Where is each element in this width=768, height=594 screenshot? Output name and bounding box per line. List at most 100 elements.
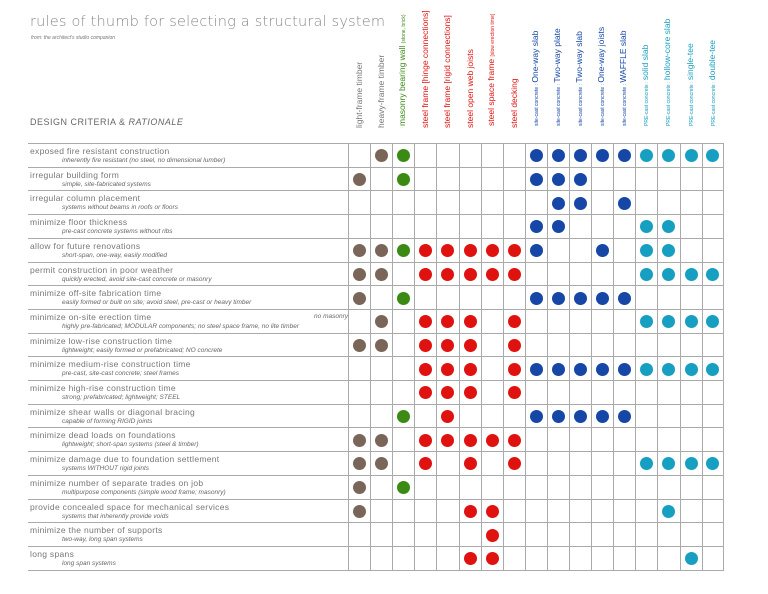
suitability-dot xyxy=(662,362,676,376)
column-header-label: Two-way plate xyxy=(551,28,562,83)
matrix-cell xyxy=(679,309,702,334)
matrix-cell xyxy=(657,238,679,263)
table-row: permit construction in poor weather quick… xyxy=(28,261,724,287)
matrix-cell xyxy=(370,546,392,571)
matrix-cell xyxy=(524,286,547,310)
suitability-dot xyxy=(662,315,676,329)
table-row: irregular building form simple, site-fabr… xyxy=(28,166,724,192)
matrix-cell xyxy=(414,428,436,453)
matrix-cell xyxy=(546,381,569,405)
matrix-cell xyxy=(635,262,657,287)
suitability-dot xyxy=(441,386,455,400)
criterion-aside: no masonry xyxy=(314,312,348,320)
matrix-cell xyxy=(414,144,436,168)
matrix-cell xyxy=(502,523,525,547)
suitability-dot xyxy=(463,433,477,447)
matrix-cell xyxy=(546,523,569,547)
matrix-cell xyxy=(370,523,392,547)
table-row: minimize high-rise construction time stro… xyxy=(28,380,724,405)
matrix-cell xyxy=(502,262,525,287)
matrix-cell xyxy=(502,428,525,453)
matrix-cell xyxy=(414,286,436,310)
matrix-cell xyxy=(635,357,657,381)
suitability-dot xyxy=(353,457,366,471)
matrix-cell xyxy=(613,404,635,429)
matrix-cell xyxy=(569,286,591,310)
matrix-cell xyxy=(524,215,547,239)
matrix-cell xyxy=(701,262,724,287)
matrix-cell xyxy=(348,191,370,216)
suitability-dot xyxy=(551,196,565,210)
matrix-cell xyxy=(524,191,547,216)
suitability-dot xyxy=(463,552,477,566)
matrix-cell xyxy=(701,309,724,334)
matrix-cell xyxy=(591,428,613,453)
suitability-dot xyxy=(662,220,676,234)
matrix-cell xyxy=(679,191,702,216)
matrix-cell xyxy=(436,499,458,524)
suitability-dot xyxy=(353,481,366,495)
suitability-dot xyxy=(507,267,521,281)
suitability-dot xyxy=(684,149,698,163)
matrix-cell xyxy=(613,238,635,263)
matrix-cell xyxy=(635,475,657,500)
matrix-cell xyxy=(348,238,370,263)
matrix-cell xyxy=(569,262,591,287)
column-header-label: WAFFLE slab xyxy=(618,30,629,83)
rationale-text: two-way, long span systems xyxy=(62,536,143,544)
matrix-cell xyxy=(701,238,724,263)
matrix-cell xyxy=(436,523,458,547)
matrix-cell xyxy=(414,523,436,547)
suitability-dot xyxy=(662,267,676,281)
matrix-cell xyxy=(414,309,436,334)
column-header-prefix: PRE-cast concrete : xyxy=(666,80,673,126)
column-header: steel frame [rigid connections] xyxy=(436,0,458,140)
suitability-dot xyxy=(596,291,610,305)
column-header-prefix: PRE-cast concrete : xyxy=(688,80,695,126)
matrix-cell xyxy=(569,475,591,500)
matrix-cell xyxy=(546,238,569,263)
matrix-cell xyxy=(370,475,392,500)
matrix-cell xyxy=(657,381,679,405)
matrix-cell xyxy=(591,144,613,168)
matrix-cell xyxy=(480,309,503,334)
table-bottom-border xyxy=(28,569,724,571)
matrix-cell xyxy=(392,523,414,547)
suitability-dot xyxy=(640,220,654,234)
matrix-cell xyxy=(546,309,569,334)
matrix-cell xyxy=(348,309,370,334)
matrix-cell xyxy=(657,428,679,453)
criterion-label: minimize medium-rise construction time xyxy=(30,359,191,370)
matrix-cell xyxy=(635,286,657,310)
suitability-dot xyxy=(507,244,521,258)
matrix-cell xyxy=(591,191,613,216)
matrix-cell xyxy=(414,215,436,239)
matrix-cell xyxy=(613,215,635,239)
matrix-cell xyxy=(701,286,724,310)
matrix-cell xyxy=(348,475,370,500)
suitability-dot xyxy=(662,457,676,471)
matrix-cell xyxy=(480,475,503,500)
matrix-cell xyxy=(657,546,679,571)
matrix-cell xyxy=(370,215,392,239)
matrix-cell xyxy=(370,238,392,263)
rationale-text: systems WITHOUT rigid joints xyxy=(62,465,150,473)
suitability-dot xyxy=(441,267,455,281)
suitability-dot xyxy=(375,433,389,447)
suitability-dot xyxy=(662,149,676,163)
criterion-label: minimize low-rise construction time xyxy=(30,335,173,346)
matrix-cell xyxy=(546,333,569,358)
matrix-cell xyxy=(370,452,392,476)
matrix-cell xyxy=(613,452,635,476)
column-header-label: One-way slab xyxy=(529,30,540,83)
matrix-cell xyxy=(524,523,547,547)
suitability-dot xyxy=(706,149,720,163)
matrix-cell xyxy=(436,262,458,287)
table-row: provide concealed space for mechanical s… xyxy=(28,498,724,524)
matrix-cell xyxy=(569,191,591,216)
suitability-dot xyxy=(375,457,389,471)
rationale-text: multipurpose components (simple wood fra… xyxy=(62,488,226,496)
matrix-cell xyxy=(414,452,436,476)
column-header-label: steel open web joists xyxy=(464,49,475,128)
matrix-cell xyxy=(480,381,503,405)
